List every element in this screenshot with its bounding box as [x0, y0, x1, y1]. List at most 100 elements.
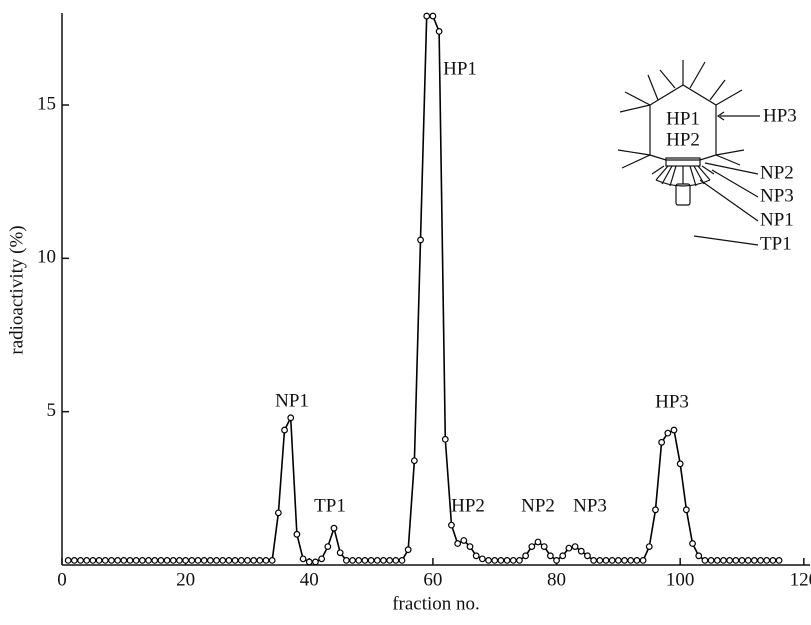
data-point — [318, 555, 326, 563]
data-point — [633, 557, 641, 564]
x-tick-label: 120 — [790, 569, 811, 590]
data-point — [330, 524, 338, 532]
data-point — [256, 557, 264, 564]
data-point — [466, 543, 474, 550]
data-point — [448, 521, 455, 529]
data-point — [163, 557, 171, 564]
data-point — [577, 547, 585, 555]
data-point — [268, 557, 276, 564]
data-point — [281, 426, 288, 434]
data-point — [614, 557, 622, 564]
data-point — [386, 557, 394, 564]
data-point — [274, 509, 282, 517]
data-point — [485, 557, 492, 564]
data-point — [701, 557, 709, 564]
data-point — [503, 557, 511, 564]
data-point — [64, 557, 72, 564]
inset-pointer-label: HP3 — [763, 105, 797, 126]
data-point — [157, 557, 165, 564]
data-point — [138, 557, 146, 564]
x-tick-label: 100 — [666, 569, 695, 590]
data-point — [312, 558, 319, 566]
data-point — [336, 549, 344, 557]
y-tick-label: 5 — [47, 400, 57, 421]
data-point — [126, 557, 134, 564]
data-point — [77, 557, 84, 564]
peak-label: NP2 — [521, 495, 555, 516]
data-point — [83, 557, 91, 564]
data-point — [194, 557, 202, 564]
data-point — [695, 552, 703, 560]
data-point — [596, 557, 604, 564]
data-point — [441, 435, 449, 443]
data-point — [454, 540, 462, 547]
data-point — [200, 557, 208, 564]
data-point — [707, 557, 715, 564]
data-point — [404, 546, 412, 554]
data-point — [95, 557, 103, 564]
data-point — [652, 506, 659, 514]
data-point — [608, 557, 616, 564]
inset-pointer-label: NP1 — [760, 209, 794, 230]
data-point — [565, 544, 573, 552]
data-point — [559, 552, 567, 560]
data-point — [188, 557, 196, 564]
inset-pointer-label: TP1 — [760, 233, 792, 254]
data-point — [553, 557, 560, 564]
peak-label: NP3 — [573, 495, 607, 516]
data-point — [417, 236, 424, 244]
data-point — [732, 557, 740, 564]
data-point — [169, 557, 177, 564]
data-point — [478, 555, 486, 563]
x-tick-label: 40 — [300, 569, 319, 590]
data-point — [145, 557, 152, 564]
data-point — [584, 552, 591, 560]
data-point — [497, 557, 505, 564]
data-point — [639, 557, 647, 564]
data-point — [720, 557, 727, 564]
data-point — [206, 557, 214, 564]
data-point — [534, 538, 542, 546]
data-point — [738, 557, 746, 564]
x-tick-label: 0 — [57, 569, 67, 590]
peak-label: HP1 — [443, 58, 477, 79]
data-point — [590, 557, 598, 564]
data-point — [664, 429, 672, 437]
data-point — [151, 557, 159, 564]
data-point — [262, 557, 270, 564]
data-point — [689, 540, 696, 547]
data-point — [237, 557, 245, 564]
data-point — [373, 557, 381, 564]
data-point — [70, 557, 78, 564]
data-point — [231, 557, 239, 564]
data-point — [763, 557, 771, 564]
data-point — [676, 460, 684, 468]
x-axis-label: fraction no. — [392, 593, 480, 614]
data-point — [522, 552, 530, 560]
y-axis-label: radioactivity (%) — [6, 225, 27, 354]
data-point — [423, 12, 431, 20]
data-point — [392, 557, 400, 564]
data-point — [355, 557, 363, 564]
peak-label: HP3 — [655, 391, 689, 412]
data-point — [101, 557, 109, 564]
y-tick-label: 10 — [37, 247, 56, 268]
data-point — [682, 506, 690, 514]
data-point — [132, 557, 140, 564]
data-point — [410, 457, 418, 465]
data-point — [528, 543, 536, 550]
data-point — [219, 557, 227, 564]
x-tick-label: 60 — [423, 569, 442, 590]
data-point — [775, 557, 783, 564]
data-point — [324, 543, 332, 550]
data-point — [744, 557, 752, 564]
data-point — [460, 537, 468, 544]
data-point — [250, 557, 258, 564]
data-point — [293, 530, 301, 538]
data-point — [713, 557, 721, 564]
data-point — [645, 543, 653, 550]
data-point — [305, 558, 313, 566]
data-point — [516, 557, 523, 564]
